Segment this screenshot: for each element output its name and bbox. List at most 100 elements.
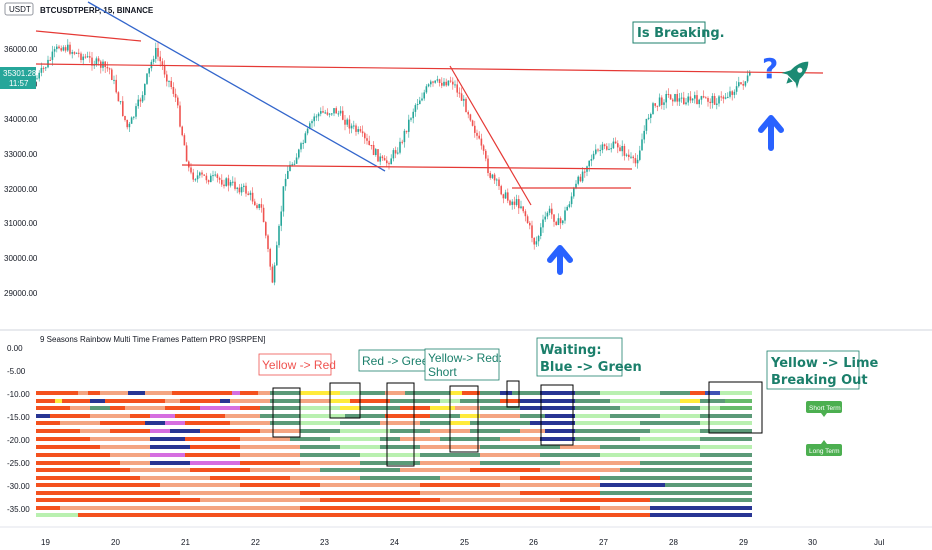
rainbow-segment <box>420 453 480 457</box>
rainbow-segment <box>480 453 540 457</box>
rainbow-segment <box>190 461 240 465</box>
candle-body <box>69 44 71 54</box>
candle-body <box>507 192 509 201</box>
rainbow-segment <box>700 491 752 495</box>
rainbow-segment <box>640 421 700 425</box>
short-term-tag[interactable]: Short Term <box>806 401 842 417</box>
candle-body <box>705 97 707 99</box>
candle-body <box>126 119 128 128</box>
rainbow-segment <box>480 414 520 418</box>
rainbow-segment <box>480 406 520 410</box>
candle-body <box>410 118 412 120</box>
descending-red-trendline[interactable] <box>449 65 532 206</box>
candle-body <box>269 249 271 267</box>
candle-body <box>425 86 428 93</box>
candle-body <box>416 104 419 105</box>
rainbow-segment <box>540 437 575 441</box>
candle-body <box>161 61 164 66</box>
rainbow-segment <box>240 461 300 465</box>
svg-text:Long Term: Long Term <box>809 448 840 455</box>
candle-body <box>148 68 150 74</box>
indicator-axis-label: 0.00 <box>7 344 23 353</box>
rainbow-segment <box>512 391 540 395</box>
candle-body <box>441 82 443 86</box>
highlight-box <box>540 384 574 446</box>
indicator-pane[interactable]: 9 Seasons Rainbow Multi Time Frames Patt… <box>7 335 879 517</box>
question-mark-note[interactable]: ? <box>762 52 778 85</box>
rainbow-segment <box>350 399 390 403</box>
candle-body <box>117 92 120 102</box>
rainbow-segment <box>300 399 330 403</box>
candle-body <box>592 153 595 159</box>
rainbow-segment <box>360 391 385 395</box>
up-arrow-icon[interactable] <box>547 245 573 275</box>
descending-blue-trendline[interactable] <box>87 1 386 172</box>
candle-body <box>548 208 551 213</box>
svg-text:Short Term: Short Term <box>809 405 841 412</box>
candle-body <box>678 98 681 102</box>
rainbow-segment <box>640 437 700 441</box>
candle-body <box>392 150 395 159</box>
candle-body <box>397 152 399 154</box>
is-breaking-note[interactable]: Is Breaking. <box>632 21 725 44</box>
rainbow-segment <box>36 421 60 425</box>
candle-body <box>623 146 626 156</box>
candle-body <box>740 82 742 84</box>
rainbow-segment <box>300 506 600 510</box>
candle-body <box>326 112 329 115</box>
candle-body <box>476 132 478 136</box>
candle-body <box>531 225 533 238</box>
rainbow-segment <box>660 391 690 395</box>
rainbow-segment <box>300 391 340 395</box>
time-axis-label: 24 <box>390 538 399 547</box>
candle-body <box>359 129 362 132</box>
candle-body <box>302 142 304 144</box>
up-arrow-icon[interactable] <box>758 115 784 151</box>
highlight-box <box>329 382 361 419</box>
note-waiting[interactable]: Waiting: Blue -> Green <box>536 337 642 377</box>
rainbow-segment <box>575 406 620 410</box>
resistance-line-main[interactable] <box>35 63 824 74</box>
candle-body <box>324 112 326 114</box>
candle-body <box>260 204 263 208</box>
candle-body <box>40 67 43 73</box>
note-red-green[interactable]: Red -> Green <box>358 349 435 372</box>
long-term-tag[interactable]: Long Term <box>806 440 842 456</box>
candle-body <box>449 80 452 82</box>
candle-body <box>485 150 487 159</box>
rainbow-segment <box>360 406 400 410</box>
rainbow-segment <box>300 445 340 449</box>
candle-body <box>221 179 223 185</box>
price-axis-label: 29000.00 <box>4 289 38 298</box>
candle-body <box>80 53 82 60</box>
rainbow-segment <box>240 406 260 410</box>
time-axis[interactable]: 19 20 21 22 23 24 25 26 27 28 29 30 Jul <box>41 538 884 547</box>
note-breaking-out[interactable]: Yellow -> Lime Breaking Out <box>766 350 879 390</box>
rainbow-segment <box>140 476 210 480</box>
price-pane[interactable]: 36000.0035000.0034000.0033000.0032000.00… <box>0 1 824 298</box>
rainbow-segment <box>405 391 450 395</box>
note-yellow-red-short[interactable]: Yellow-> Red: Short <box>424 348 502 381</box>
rainbow-segment <box>380 421 420 425</box>
rainbow-segment <box>460 414 480 418</box>
rainbow-segment <box>36 483 160 487</box>
note-yellow-red[interactable]: Yellow -> Red <box>258 353 336 376</box>
candle-body <box>562 220 564 224</box>
indicator-axis[interactable]: 0.00 -5.00 -10.00 -15.00 -20.00 -25.00 -30.00 -… <box>7 344 30 514</box>
rainbow-segment <box>330 437 380 441</box>
candle-body <box>49 59 51 61</box>
rainbow-segment <box>560 498 650 502</box>
candle-body <box>722 96 725 99</box>
resistance-line-top-left[interactable] <box>35 30 142 42</box>
candle-body <box>656 105 659 107</box>
candle-body <box>632 156 634 159</box>
candle-body <box>430 81 432 85</box>
candle-body <box>38 72 40 79</box>
rainbow-segment <box>200 498 320 502</box>
support-line-middle[interactable] <box>181 164 633 170</box>
rainbow-segment <box>260 414 300 418</box>
rainbow-segment <box>600 483 665 487</box>
rainbow-segment <box>390 429 430 433</box>
rainbow-segment <box>650 513 752 517</box>
